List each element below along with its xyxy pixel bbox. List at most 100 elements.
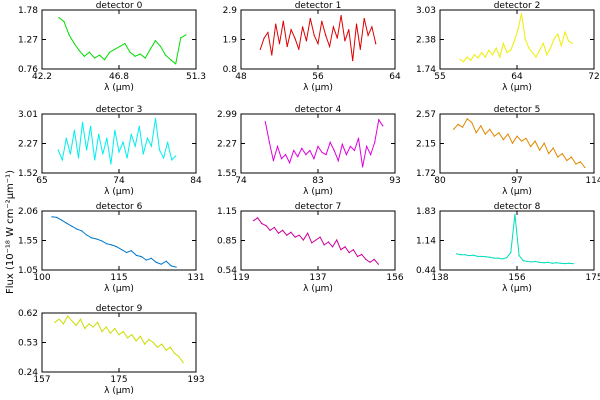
data-point bbox=[114, 129, 116, 131]
data-point bbox=[534, 140, 536, 142]
x-tick-label: 65 bbox=[36, 176, 47, 186]
data-point bbox=[524, 38, 526, 40]
data-point bbox=[69, 153, 71, 155]
data-point bbox=[277, 232, 280, 234]
x-tick-label: 46.8 bbox=[109, 72, 129, 82]
data-point bbox=[336, 37, 338, 39]
data-point bbox=[161, 343, 163, 345]
data-point bbox=[84, 327, 86, 330]
data-point bbox=[560, 45, 562, 47]
data-point bbox=[142, 153, 144, 155]
plot-frame bbox=[41, 9, 197, 70]
data-point bbox=[317, 43, 319, 45]
x-axis-label: λ (μm) bbox=[104, 386, 134, 396]
data-point bbox=[118, 151, 120, 153]
data-point bbox=[271, 54, 273, 56]
data-point bbox=[327, 241, 330, 243]
data-point bbox=[182, 362, 184, 364]
data-point bbox=[466, 56, 468, 58]
data-point bbox=[557, 33, 559, 35]
x-tick-label: 100 bbox=[33, 273, 50, 283]
data-point bbox=[73, 129, 76, 131]
data-point bbox=[321, 20, 323, 22]
series-line bbox=[253, 217, 379, 265]
data-point bbox=[125, 251, 128, 254]
y-tick-label: 1.05 bbox=[18, 266, 38, 276]
data-point bbox=[471, 121, 473, 123]
panel-detector-1: detector 1 48 56 64 2.9 1.9 0.8 λ (μm) bbox=[223, 1, 401, 93]
data-point bbox=[370, 153, 372, 156]
data-point bbox=[466, 118, 468, 120]
data-point bbox=[363, 17, 365, 20]
data-point bbox=[511, 142, 514, 144]
data-point bbox=[267, 31, 269, 34]
data-point bbox=[119, 45, 121, 48]
data-point bbox=[280, 158, 283, 160]
data-point bbox=[109, 332, 112, 334]
data-point bbox=[126, 337, 129, 339]
y-tick-label: 2.27 bbox=[18, 140, 38, 150]
data-point bbox=[175, 266, 177, 268]
data-point bbox=[298, 48, 300, 50]
data-point bbox=[568, 262, 570, 264]
y-tick-label: 1.52 bbox=[18, 169, 38, 179]
data-point bbox=[560, 262, 562, 264]
data-point bbox=[514, 213, 516, 215]
data-point bbox=[361, 253, 363, 256]
y-tick-label: 0.8 bbox=[223, 65, 238, 75]
data-point bbox=[71, 225, 73, 227]
data-point bbox=[144, 343, 146, 345]
data-point bbox=[129, 51, 131, 53]
data-point bbox=[369, 261, 371, 263]
data-point bbox=[110, 244, 113, 246]
panel-title: detector 4 bbox=[295, 105, 342, 115]
data-point bbox=[51, 216, 53, 218]
data-point bbox=[462, 61, 465, 63]
data-point bbox=[551, 262, 553, 264]
data-point bbox=[268, 141, 270, 143]
panel-title: detector 1 bbox=[295, 1, 342, 11]
panel-title: detector 7 bbox=[295, 202, 342, 212]
x-tick-label: 157 bbox=[33, 375, 50, 385]
data-point bbox=[88, 323, 90, 325]
data-point bbox=[485, 256, 487, 258]
data-point bbox=[98, 133, 100, 135]
data-point bbox=[63, 20, 65, 23]
y-tick-label: 0.44 bbox=[416, 266, 436, 276]
data-point bbox=[382, 125, 384, 127]
data-point bbox=[305, 40, 308, 42]
data-point bbox=[329, 141, 331, 143]
data-point bbox=[282, 229, 284, 231]
data-point bbox=[278, 43, 281, 45]
x-tick-label: 131 bbox=[187, 273, 204, 283]
data-point bbox=[539, 149, 541, 151]
data-point bbox=[325, 34, 327, 36]
data-point bbox=[352, 59, 354, 62]
y-tick-label: 0.85 bbox=[217, 237, 237, 247]
y-tick-label: 0.54 bbox=[217, 266, 237, 276]
data-point bbox=[371, 26, 373, 28]
series-line bbox=[453, 118, 586, 168]
data-point bbox=[561, 152, 563, 155]
data-point bbox=[475, 132, 477, 134]
data-point bbox=[67, 315, 69, 317]
data-point bbox=[457, 123, 459, 126]
data-point bbox=[359, 48, 361, 50]
y-tick-label: 1.15 bbox=[217, 207, 237, 217]
data-point bbox=[152, 341, 154, 344]
x-tick-label: 74 bbox=[113, 176, 125, 186]
data-point bbox=[543, 262, 545, 264]
data-point bbox=[315, 239, 317, 241]
plot-frame bbox=[439, 9, 595, 70]
data-point bbox=[276, 145, 279, 147]
data-point bbox=[73, 42, 75, 45]
data-point bbox=[56, 216, 58, 219]
data-point bbox=[518, 254, 520, 257]
data-point bbox=[459, 58, 461, 60]
shared-y-axis-label: Flux (10⁻¹⁸ W cm⁻²μm⁻¹) bbox=[5, 170, 16, 294]
series-line bbox=[264, 118, 384, 167]
data-point bbox=[130, 250, 133, 252]
data-point bbox=[265, 224, 267, 227]
data-point bbox=[546, 54, 548, 56]
x-tick-label: 42.2 bbox=[32, 72, 52, 82]
